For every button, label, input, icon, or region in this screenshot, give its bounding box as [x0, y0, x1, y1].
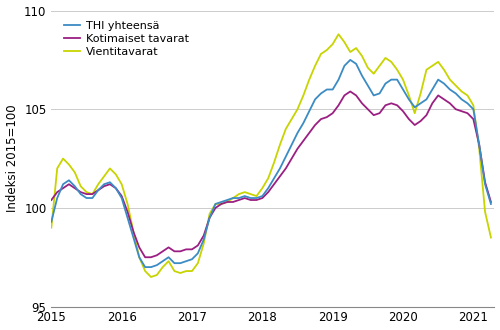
- THI yhteensä: [348, 58, 354, 62]
- THI yhteensä: [353, 62, 359, 66]
- Line: Kotimaiset tavarat: Kotimaiset tavarat: [52, 91, 491, 257]
- THI yhteensä: [488, 202, 494, 206]
- Vientitavarat: [283, 127, 289, 131]
- Kotimaiset tavarat: [353, 93, 359, 97]
- THI yhteensä: [336, 78, 342, 82]
- Vientitavarat: [48, 226, 54, 230]
- Kotimaiset tavarat: [348, 89, 354, 93]
- Vientitavarat: [90, 192, 96, 196]
- THI yhteensä: [283, 155, 289, 159]
- THI yhteensä: [206, 216, 212, 220]
- Legend: THI yhteensä, Kotimaiset tavarat, Vientitavarat: THI yhteensä, Kotimaiset tavarat, Vienti…: [62, 19, 191, 59]
- Vientitavarat: [342, 40, 347, 44]
- Kotimaiset tavarat: [412, 123, 418, 127]
- Kotimaiset tavarat: [488, 200, 494, 204]
- Line: Vientitavarat: Vientitavarat: [52, 34, 491, 277]
- Kotimaiset tavarat: [336, 103, 342, 107]
- Kotimaiset tavarat: [283, 166, 289, 170]
- THI yhteensä: [142, 265, 148, 269]
- Kotimaiset tavarat: [90, 192, 96, 196]
- Vientitavarat: [206, 212, 212, 216]
- Line: THI yhteensä: THI yhteensä: [52, 60, 491, 267]
- Y-axis label: Indeksi 2015=100: Indeksi 2015=100: [6, 105, 18, 213]
- Vientitavarat: [148, 275, 154, 279]
- THI yhteensä: [412, 105, 418, 109]
- Kotimaiset tavarat: [206, 216, 212, 220]
- Kotimaiset tavarat: [48, 198, 54, 202]
- THI yhteensä: [90, 196, 96, 200]
- Vientitavarat: [336, 32, 342, 36]
- THI yhteensä: [48, 220, 54, 224]
- Vientitavarat: [353, 46, 359, 50]
- Vientitavarat: [412, 111, 418, 115]
- Kotimaiset tavarat: [142, 255, 148, 259]
- Vientitavarat: [488, 236, 494, 240]
